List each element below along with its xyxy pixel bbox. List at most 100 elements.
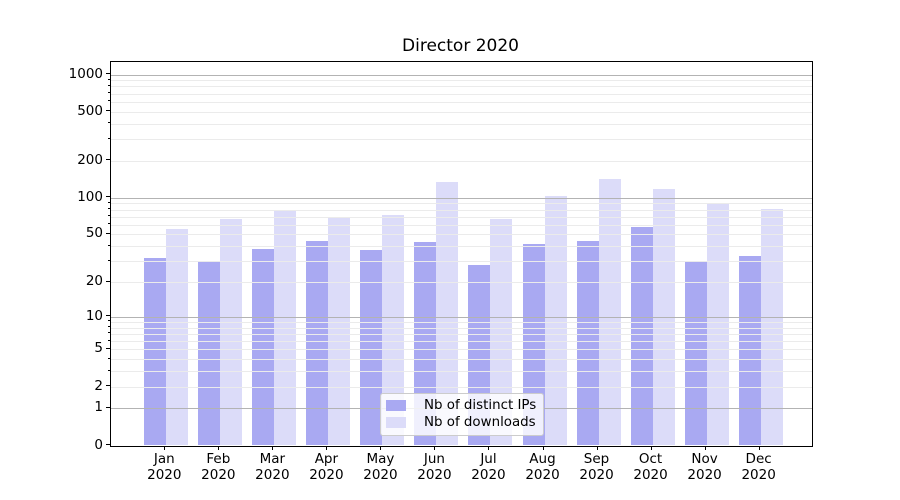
y-tick-label-50: 50: [85, 225, 103, 242]
bar-distinct-ips-oct: [630, 227, 653, 446]
gridline-minor-60: [111, 224, 812, 226]
legend-swatch-distinct-ips: [386, 399, 406, 411]
bar-downloads-nov: [706, 204, 729, 446]
gridline-minor-7: [111, 333, 812, 335]
gridline-minor-900: [111, 80, 812, 82]
x-tick-label-may: May 2020: [363, 451, 398, 483]
y-tick-mark-minor-70: [108, 215, 110, 217]
y-tick-mark-10: [106, 315, 110, 317]
gridline-minor-6: [111, 341, 812, 342]
y-tick-mark-minor-30: [108, 259, 110, 261]
gridline-minor-500: [111, 111, 812, 113]
y-tick-mark-minor-4: [108, 357, 110, 359]
x-tick-label-jul: Jul 2020: [471, 451, 506, 483]
y-tick-mark-5: [106, 347, 110, 349]
x-tick-label-oct: Oct 2020: [633, 451, 668, 483]
gridline-minor-2: [111, 386, 812, 388]
gridline-minor-9: [111, 321, 812, 323]
y-tick-mark-200: [106, 159, 110, 161]
bar-downloads-dec: [760, 208, 783, 446]
y-tick-mark-1000: [106, 73, 110, 75]
gridline-minor-3: [111, 371, 812, 373]
y-tick-label-2: 2: [94, 377, 103, 394]
x-tick-label-jan: Jan 2020: [147, 451, 182, 483]
legend-label-distinct-ips: Nb of distinct IPs: [424, 397, 537, 413]
bar-distinct-ips-nov: [684, 261, 707, 446]
bar-downloads-feb: [220, 218, 243, 446]
x-tick-label-feb: Feb 2020: [201, 451, 236, 483]
legend-swatch-downloads: [386, 417, 406, 429]
bar-distinct-ips-dec: [738, 256, 761, 446]
gridline-minor-80: [111, 209, 812, 211]
gridline-major-10: [111, 316, 812, 318]
bar-downloads-aug: [544, 196, 567, 446]
bar-distinct-ips-sep: [576, 241, 599, 446]
y-tick-mark-0: [106, 444, 110, 445]
gridline-major-100: [111, 197, 812, 199]
y-tick-mark-100: [106, 196, 110, 198]
x-tick-mark-apr: [326, 445, 328, 450]
bar-downloads-sep: [598, 179, 621, 446]
x-tick-label-sep: Sep 2020: [579, 451, 614, 483]
y-tick-mark-minor-40: [108, 244, 110, 246]
y-tick-mark-20: [106, 280, 110, 282]
x-tick-label-mar: Mar 2020: [255, 451, 290, 483]
bar-distinct-ips-apr: [306, 241, 329, 446]
x-tick-mark-nov: [704, 445, 706, 450]
bar-downloads-jan: [166, 229, 189, 446]
legend: Nb of distinct IPs Nb of downloads: [380, 392, 544, 436]
gridline-minor-50: [111, 234, 812, 236]
y-tick-mark-minor-600: [108, 100, 110, 102]
plot-area: [110, 61, 813, 447]
chart-title: Director 2020: [402, 36, 519, 56]
gridline-minor-5: [111, 349, 812, 351]
x-tick-mark-mar: [272, 445, 274, 450]
x-tick-mark-may: [380, 445, 382, 450]
bar-distinct-ips-may: [360, 250, 383, 446]
gridline-minor-700: [111, 93, 812, 95]
x-tick-mark-oct: [650, 445, 652, 450]
gridline-minor-300: [111, 139, 812, 141]
gridline-minor-30: [111, 261, 812, 263]
y-tick-label-10: 10: [85, 307, 103, 324]
y-tick-label-20: 20: [85, 273, 103, 290]
bar-downloads-apr: [328, 217, 351, 446]
bar-distinct-ips-jan: [144, 257, 167, 446]
x-tick-mark-jun: [434, 445, 436, 450]
x-tick-label-apr: Apr 2020: [309, 451, 344, 483]
y-tick-mark-minor-400: [108, 122, 110, 124]
y-tick-mark-minor-900: [108, 78, 110, 80]
x-tick-mark-jul: [488, 445, 490, 450]
y-tick-mark-minor-9: [108, 320, 110, 322]
legend-item-distinct-ips: Nb of distinct IPs: [386, 397, 543, 414]
bar-downloads-jul: [490, 218, 513, 446]
y-tick-label-1: 1: [94, 399, 103, 416]
bar-distinct-ips-feb: [198, 261, 221, 446]
gridline-major-1000: [111, 74, 812, 76]
gridline-minor-4: [111, 359, 812, 361]
y-tick-mark-minor-300: [108, 137, 110, 139]
y-tick-label-0: 0: [94, 436, 103, 453]
x-tick-label-nov: Nov 2020: [687, 451, 722, 483]
y-tick-label-200: 200: [77, 151, 103, 168]
y-tick-mark-minor-60: [108, 223, 110, 225]
gridline-minor-400: [111, 123, 812, 125]
bar-distinct-ips-mar: [252, 248, 275, 446]
y-tick-mark-minor-6: [108, 339, 110, 341]
x-tick-label-dec: Dec 2020: [741, 451, 776, 483]
y-tick-mark-minor-80: [108, 208, 110, 210]
y-tick-mark-minor-7: [108, 332, 110, 334]
x-tick-mark-dec: [758, 445, 760, 450]
x-tick-label-jun: Jun 2020: [417, 451, 452, 483]
y-tick-mark-500: [106, 110, 110, 112]
legend-label-downloads: Nb of downloads: [424, 415, 536, 430]
y-tick-label-100: 100: [77, 188, 103, 205]
y-tick-mark-minor-700: [108, 92, 110, 94]
y-tick-mark-minor-8: [108, 326, 110, 328]
x-tick-mark-feb: [218, 445, 220, 450]
gridline-minor-20: [111, 282, 812, 284]
gridline-minor-40: [111, 246, 812, 248]
x-tick-mark-jan: [164, 445, 166, 450]
gridline-minor-200: [111, 160, 812, 162]
